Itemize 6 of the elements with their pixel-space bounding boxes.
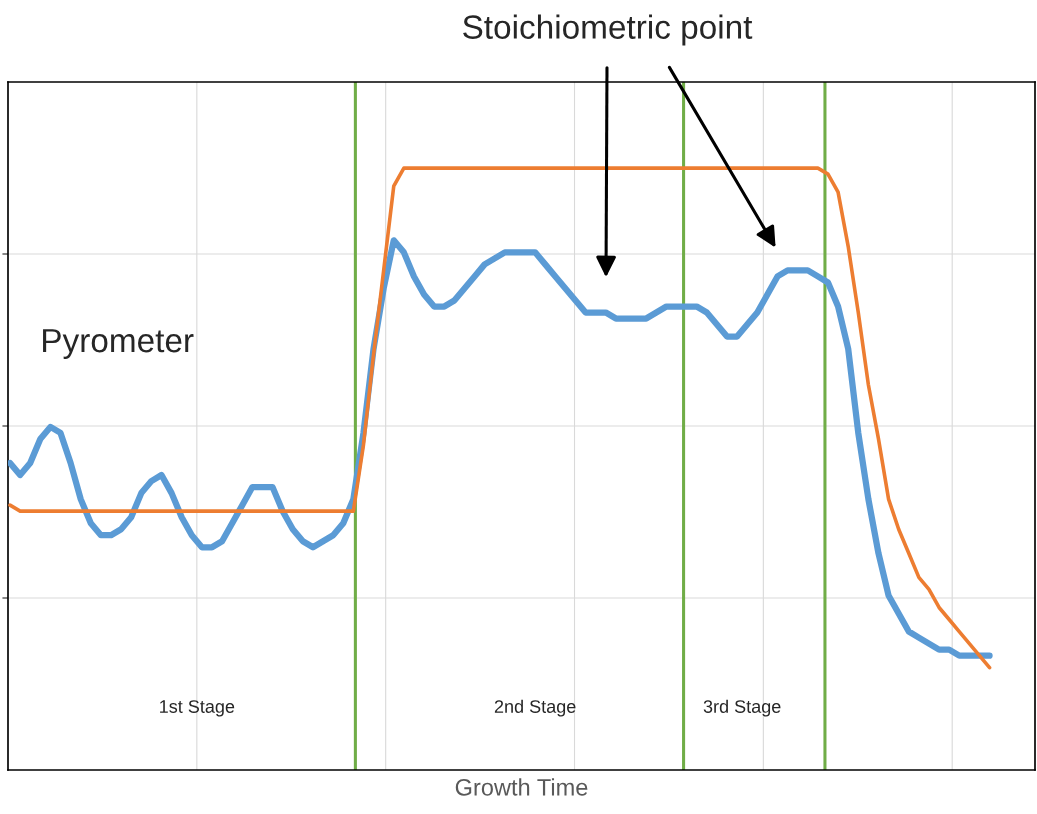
text: Stoichiometric point [463, 14, 753, 46]
x-axis-title: Growth Time [455, 778, 588, 796]
annotation: Pyrometer [43, 329, 194, 359]
annotation: 2nd Stage [494, 699, 576, 717]
annotation: 3rd Stage [703, 699, 781, 717]
annotation: 1st Stage [160, 700, 235, 717]
